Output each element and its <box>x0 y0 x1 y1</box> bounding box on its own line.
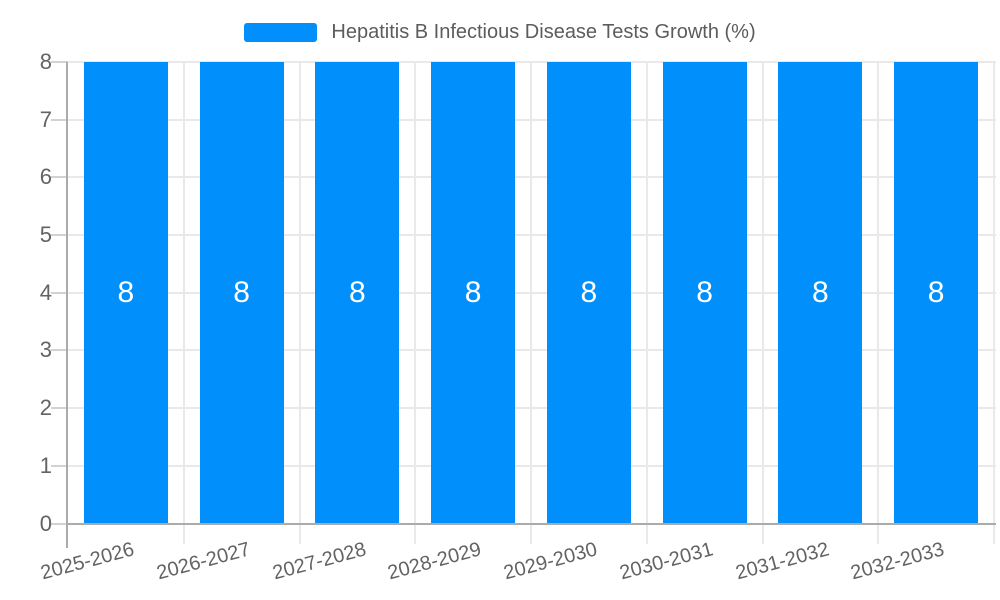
bar-value-label: 8 <box>233 275 250 309</box>
y-tick-label: 4 <box>39 279 52 305</box>
y-axis-tick <box>51 464 68 467</box>
vertical-gridline <box>877 62 880 544</box>
vertical-gridline <box>993 62 995 544</box>
horizontal-gridline <box>68 234 996 237</box>
x-axis-line <box>66 522 996 525</box>
legend-label: Hepatitis B Infectious Disease Tests Gro… <box>331 21 756 43</box>
y-tick-label: 6 <box>39 164 52 190</box>
horizontal-gridline <box>68 61 996 63</box>
bar[interactable] <box>894 62 979 524</box>
bar[interactable] <box>431 62 516 524</box>
y-tick-label: 2 <box>39 395 52 421</box>
horizontal-gridline <box>68 464 996 467</box>
bar[interactable] <box>778 62 863 524</box>
horizontal-gridline <box>68 176 996 179</box>
bar-value-label: 8 <box>349 275 366 309</box>
legend-marker <box>244 22 318 42</box>
y-axis-tick <box>51 291 68 294</box>
y-axis-tick <box>51 407 68 410</box>
x-tick-label: 2031-2032 <box>733 538 832 585</box>
bar[interactable] <box>546 62 631 524</box>
bar[interactable] <box>662 62 747 524</box>
y-axis-tick <box>51 61 68 63</box>
vertical-gridline <box>530 62 532 544</box>
y-tick-label: 8 <box>39 49 52 74</box>
y-tick-label: 3 <box>39 337 52 363</box>
bar-value-label: 8 <box>117 275 135 309</box>
vertical-gridline <box>645 62 648 544</box>
x-tick-label: 2026-2027 <box>154 538 253 585</box>
x-tick-label: 2028-2029 <box>385 538 484 585</box>
bar[interactable] <box>83 62 168 524</box>
horizontal-gridline <box>68 349 996 352</box>
bar-value-label: 8 <box>580 275 598 309</box>
y-axis-tick <box>51 349 68 352</box>
horizontal-gridline <box>68 291 996 294</box>
y-axis-tick <box>51 234 68 237</box>
horizontal-gridline <box>68 407 996 410</box>
bar-value-label: 8 <box>464 275 482 309</box>
horizontal-gridline <box>68 118 996 121</box>
y-axis-line <box>66 62 68 548</box>
bar[interactable] <box>199 62 284 524</box>
vertical-gridline <box>414 62 417 544</box>
x-tick-label: 2032-2033 <box>848 538 947 585</box>
bar[interactable] <box>315 62 400 524</box>
bar-value-label: 8 <box>927 275 945 309</box>
y-tick-label: 5 <box>39 222 52 248</box>
vertical-gridline <box>761 62 764 544</box>
y-axis-tick <box>51 176 68 179</box>
x-tick-label: 2030-2031 <box>617 538 716 585</box>
bar-value-label: 8 <box>696 275 713 309</box>
y-tick-label: 0 <box>39 510 52 536</box>
x-tick-label: 2025-2026 <box>38 538 137 585</box>
y-axis-tick <box>51 118 68 121</box>
legend-item[interactable]: Hepatitis B Infectious Disease Tests Gro… <box>0 20 1000 44</box>
y-tick-label: 1 <box>39 452 52 478</box>
vertical-gridline <box>298 62 301 544</box>
x-tick-label: 2029-2030 <box>501 538 600 585</box>
bar-value-label: 8 <box>812 275 829 309</box>
y-axis-tick <box>51 522 68 525</box>
x-tick-label: 2027-2028 <box>270 538 369 585</box>
y-tick-label: 7 <box>39 106 52 132</box>
vertical-gridline <box>182 62 185 544</box>
